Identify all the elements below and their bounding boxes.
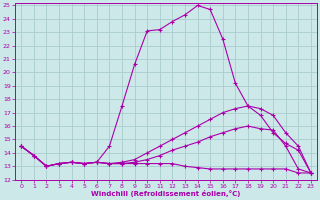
X-axis label: Windchill (Refroidissement éolien,°C): Windchill (Refroidissement éolien,°C) <box>92 190 241 197</box>
